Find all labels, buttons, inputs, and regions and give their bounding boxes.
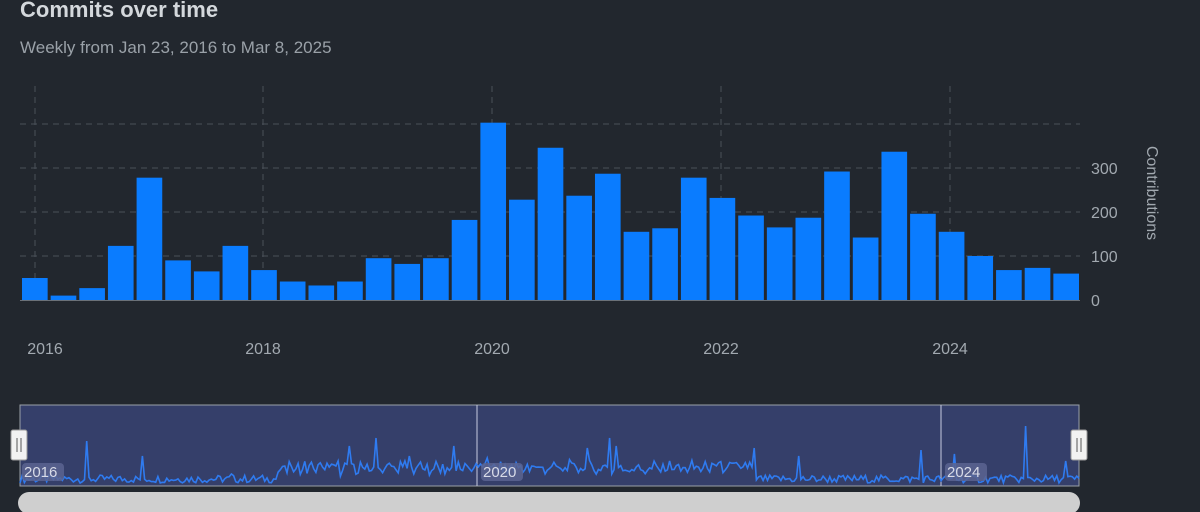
navigator-label: 2020 [483,464,516,481]
bar[interactable] [881,151,908,300]
bar[interactable] [652,228,678,300]
bar[interactable] [623,231,650,300]
y-axis-title: Contributions [1143,146,1160,240]
navigator-label: 2016 [24,464,57,481]
bar[interactable] [566,195,592,300]
bar[interactable] [594,173,621,300]
bar[interactable] [795,217,822,300]
bar[interactable] [193,271,220,300]
y-tick-label: 0 [1091,293,1100,310]
bar[interactable] [337,281,363,300]
navigator-left-handle[interactable] [10,429,28,461]
bar[interactable] [251,270,277,300]
y-tick-label: 300 [1091,161,1118,178]
bar[interactable] [480,122,507,301]
bar[interactable] [308,285,335,300]
x-tick-label: 2018 [245,341,281,358]
x-tick-label: 2020 [474,341,510,358]
bar[interactable] [136,177,163,300]
bar[interactable] [824,171,850,300]
bar[interactable] [709,197,736,300]
bar[interactable] [938,231,965,300]
bar[interactable] [222,245,249,300]
bar[interactable] [766,227,793,300]
bar[interactable] [680,177,707,300]
x-tick-label: 2024 [932,341,968,358]
bar[interactable] [509,199,535,300]
bar[interactable] [165,260,191,300]
bar[interactable] [1024,267,1051,300]
bar[interactable] [537,147,564,300]
bars-layer [22,122,1079,301]
bar[interactable] [79,288,105,300]
x-tick-label: 2022 [703,341,739,358]
x-tick-label: 2016 [27,341,63,358]
bar[interactable] [107,245,134,300]
chart-subtitle: Weekly from Jan 23, 2016 to Mar 8, 2025 [20,38,332,57]
bar[interactable] [738,215,764,300]
navigator[interactable]: 2016 2020 2024 [10,404,1088,512]
bar[interactable] [365,258,392,300]
navigator-right-handle[interactable] [1070,429,1088,461]
chart-title: Commits over time [20,0,219,22]
bar[interactable] [394,263,421,300]
navigator-series-line [19,425,1080,486]
navigator-scrollbar[interactable] [18,492,1080,512]
navigator-label-bg [22,463,64,481]
bar[interactable] [279,281,306,300]
bar[interactable] [451,219,478,300]
y-tick-label: 100 [1091,249,1118,266]
bar[interactable] [50,295,77,300]
navigator-label-bg [945,463,987,481]
navigator-label-bg [481,463,523,481]
navigator-label: 2024 [947,464,980,481]
bar[interactable] [996,270,1022,300]
y-tick-label: 200 [1091,205,1118,222]
bar[interactable] [910,213,936,300]
axis-layer: 0 100 200 300 2016 2018 2020 2022 2024 [20,161,1118,358]
bar[interactable] [22,278,48,300]
bar[interactable] [1053,273,1079,300]
bar[interactable] [967,256,994,300]
bar[interactable] [852,237,879,300]
navigator-range [19,404,1080,487]
bar[interactable] [423,258,449,300]
